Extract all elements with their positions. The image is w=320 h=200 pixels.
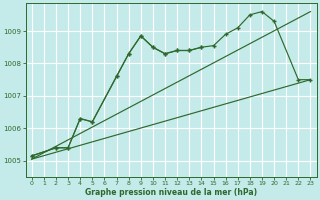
X-axis label: Graphe pression niveau de la mer (hPa): Graphe pression niveau de la mer (hPa) — [85, 188, 257, 197]
